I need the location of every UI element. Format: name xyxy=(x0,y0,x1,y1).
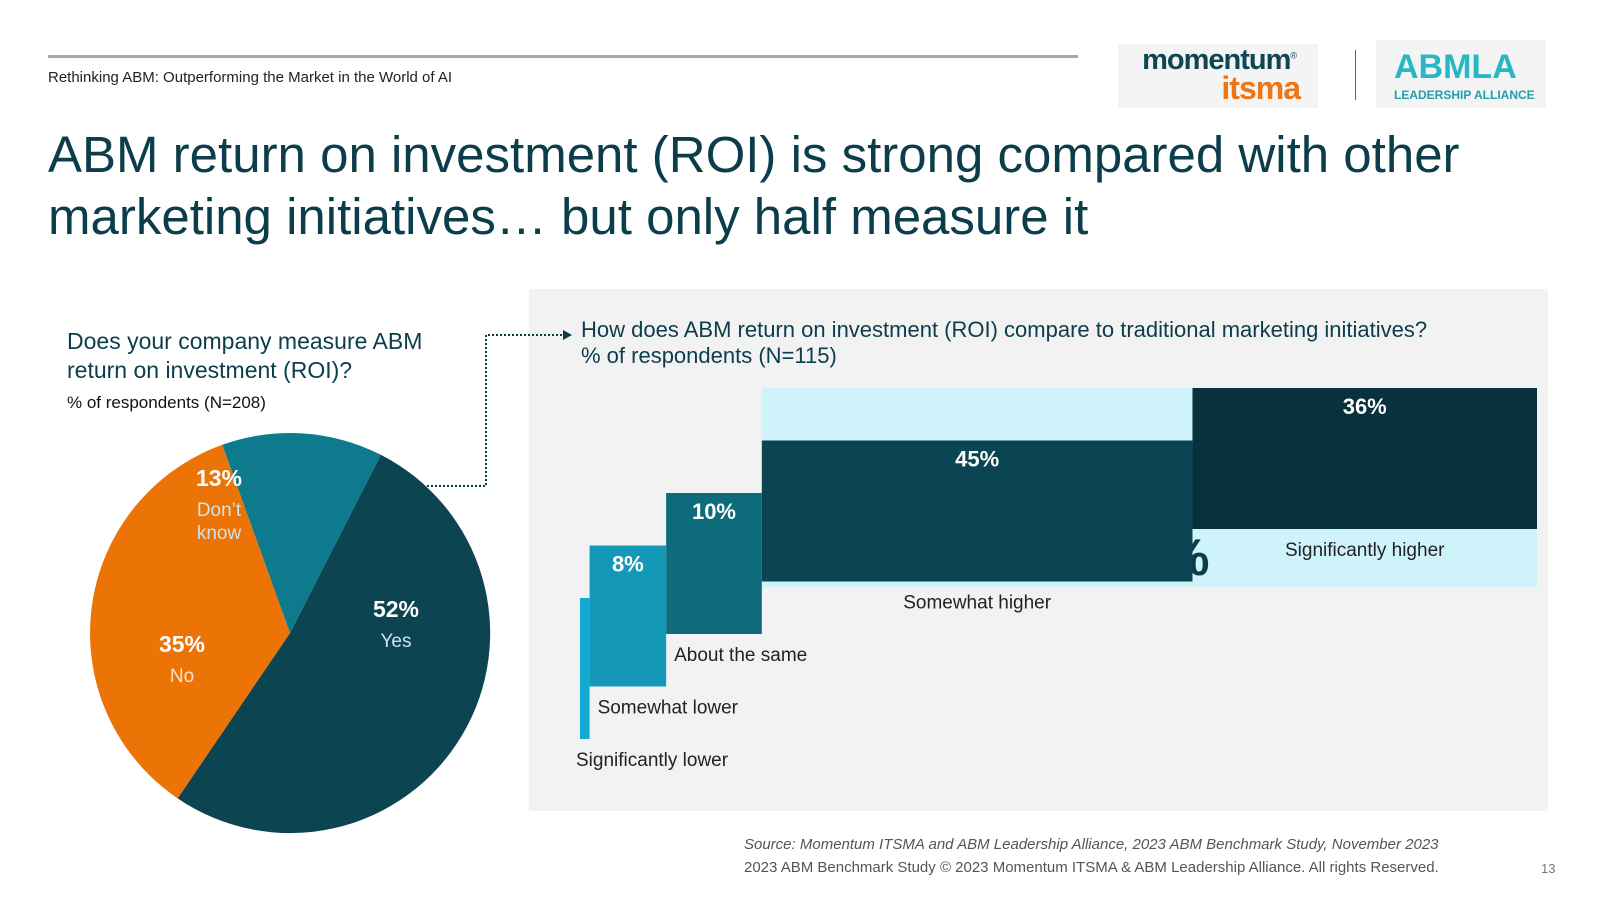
pie-category-label: know xyxy=(197,523,242,544)
bar-significantly-lower xyxy=(580,598,590,739)
pie-value-label: 52% xyxy=(373,596,419,622)
slide-title: ABM return on investment (ROI) is strong… xyxy=(48,126,1460,245)
momentum-itsma-logo: momentum® itsma xyxy=(1118,44,1318,108)
bar-category-label: Somewhat lower xyxy=(598,698,739,719)
bar-about-the-same xyxy=(666,493,762,634)
pie-category-label: Yes xyxy=(381,631,412,652)
pie-slice-don-t-know xyxy=(222,432,381,633)
source-note: Source: Momentum ITSMA and ABM Leadershi… xyxy=(744,836,1439,853)
logo-momentum-text: momentum® xyxy=(1142,44,1297,76)
pie-question: Does your company measure ABM return on … xyxy=(67,328,423,383)
connector-line xyxy=(427,334,563,487)
abmla-logo: ABMLA LEADERSHIP ALLIANCE xyxy=(1376,40,1546,108)
logo-itsma-text: itsma xyxy=(1221,70,1301,106)
bar-category-label: About the same xyxy=(674,645,807,666)
bar-value-label: 36% xyxy=(1343,394,1387,419)
header-rule xyxy=(48,55,1078,58)
bar-value-label: 8% xyxy=(612,552,644,577)
pie-slice-no xyxy=(90,444,290,799)
bar-somewhat-lower xyxy=(589,545,667,687)
bar-category-label: Somewhat higher xyxy=(903,593,1052,614)
bar-respondents-note: % of respondents (N=115) xyxy=(581,343,837,368)
pie-respondents-note: % of respondents (N=208) xyxy=(67,393,266,412)
bar-significantly-higher xyxy=(1192,388,1537,529)
bar-value-label: 10% xyxy=(692,499,736,524)
deck-subtitle: Rethinking ABM: Outperforming the Market… xyxy=(48,69,453,86)
logo-abmla-text: ABMLA xyxy=(1394,48,1517,86)
pie-value-label: 35% xyxy=(159,631,205,657)
copyright-note: 2023 ABM Benchmark Study © 2023 Momentum… xyxy=(744,859,1439,876)
pie-category-label: Don’t xyxy=(197,500,242,521)
pie-slice-yes xyxy=(177,454,491,834)
bar-category-label: Significantly higher xyxy=(1285,540,1445,561)
bar-question: How does ABM return on investment (ROI) … xyxy=(581,317,1541,369)
page-number: 13 xyxy=(1541,861,1556,876)
bar-question-text: How does ABM return on investment (ROI) … xyxy=(581,317,1428,342)
logo-leadership-alliance-text: LEADERSHIP ALLIANCE xyxy=(1394,88,1535,102)
bar-value-label: 45% xyxy=(955,447,999,472)
bar-category-label: Significantly lower xyxy=(576,750,729,771)
logo-divider xyxy=(1355,50,1356,100)
pie-value-label: 13% xyxy=(196,465,242,491)
bar-somewhat-higher xyxy=(761,440,1193,582)
connector-arrowhead xyxy=(563,330,572,340)
pie-category-label: No xyxy=(170,666,194,687)
